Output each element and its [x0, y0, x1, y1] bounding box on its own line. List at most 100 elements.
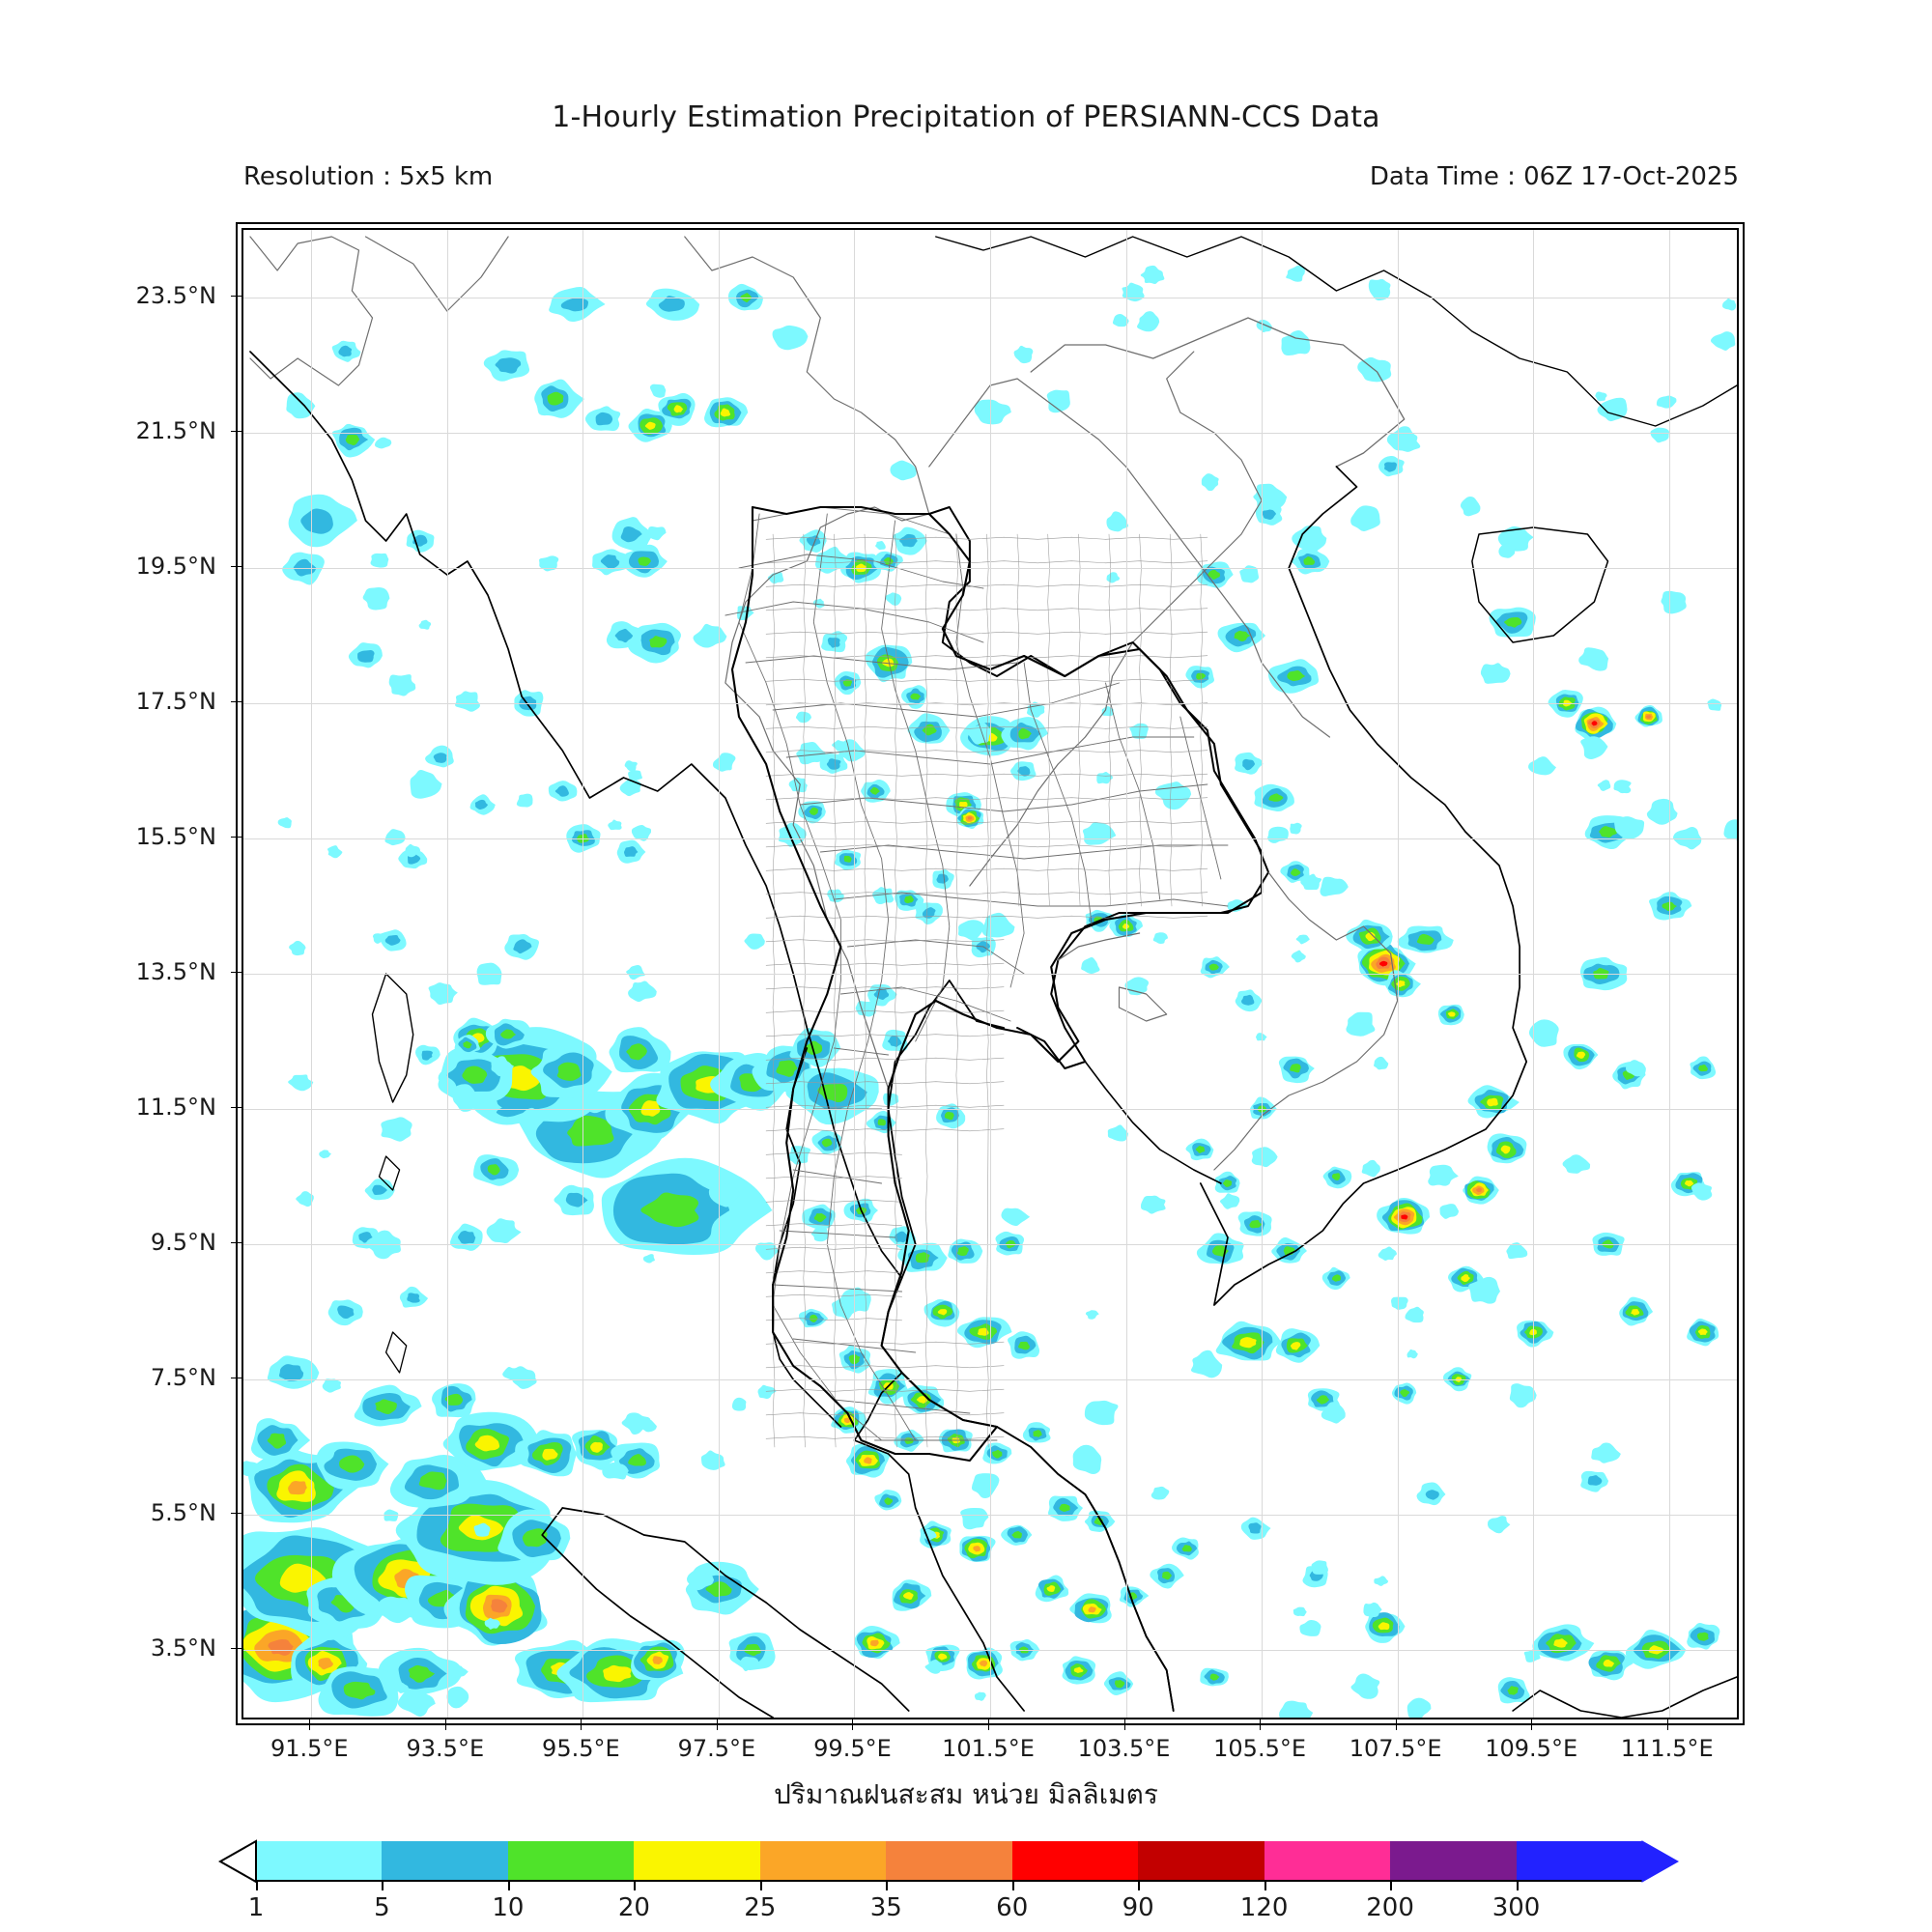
precip-contour-10 — [444, 1393, 464, 1406]
colorbar-tick — [634, 1880, 637, 1890]
myanmar-coastline — [249, 351, 903, 1279]
x-tick-label: 93.5°E — [406, 1735, 485, 1762]
precip-contour-5 — [614, 628, 634, 643]
precip-contour-10 — [809, 807, 819, 815]
gridline-horizontal — [243, 1244, 1737, 1245]
precip-speck — [1405, 1306, 1424, 1323]
colorbar-tick-label: 60 — [996, 1893, 1029, 1922]
district-border — [765, 1128, 1005, 1132]
y-tick-mark — [231, 1513, 242, 1514]
precip-speck — [971, 1473, 1000, 1499]
x-tick-mark — [309, 1719, 311, 1730]
precip-contour-20 — [644, 421, 656, 430]
precip-contour-20 — [1073, 1666, 1084, 1673]
district-border — [765, 939, 1005, 943]
precip-speck — [628, 980, 657, 1003]
precip-speck — [1085, 1310, 1099, 1320]
precip-contour-10 — [1234, 630, 1251, 641]
precip-contour-10 — [567, 1115, 614, 1147]
precip-contour-25 — [864, 1457, 872, 1464]
district-border — [765, 583, 1208, 587]
precip-speck — [810, 1227, 829, 1242]
precip-speck — [1300, 873, 1322, 891]
precip-contour-20 — [1631, 1309, 1640, 1316]
precip-speck — [649, 384, 667, 398]
colorbar-tick-label: 10 — [492, 1893, 525, 1922]
y-tick-label: 7.5°N — [150, 1364, 216, 1391]
x-tick-mark — [988, 1719, 989, 1730]
precip-speck — [1096, 772, 1113, 784]
precip-contour-10 — [1059, 1503, 1070, 1512]
precip-contour-10 — [1208, 569, 1220, 580]
colorbar-tick — [759, 1880, 762, 1890]
province-border — [779, 1230, 896, 1238]
precip-speck — [446, 1686, 469, 1709]
precip-contour-10 — [628, 1454, 646, 1466]
map-plot-area[interactable] — [242, 228, 1739, 1719]
district-border — [765, 1057, 1005, 1061]
district-border — [765, 773, 1208, 777]
precip-contour-20 — [1290, 1342, 1301, 1350]
precip-speck — [1084, 1400, 1119, 1426]
x-tick-label: 105.5°E — [1213, 1735, 1307, 1762]
precip-contour-60 — [1378, 960, 1388, 967]
district-border — [765, 1009, 1005, 1013]
precip-speck — [516, 1107, 545, 1130]
district-border — [1016, 533, 1020, 907]
precip-speck — [1129, 723, 1149, 739]
province-border — [819, 844, 1229, 860]
x-tick-mark — [444, 1719, 446, 1730]
precip-contour-5 — [826, 758, 841, 770]
precip-speck — [1137, 311, 1160, 332]
precip-speck — [1201, 473, 1219, 492]
district-border — [765, 1176, 902, 1179]
colorbar-segment — [1138, 1841, 1265, 1880]
precip-speck — [1468, 1276, 1500, 1304]
precip-contour-10 — [418, 1471, 447, 1491]
colorbar-segment — [256, 1841, 384, 1880]
district-border — [765, 892, 1208, 895]
y-tick-mark — [231, 1648, 242, 1649]
precip-contour-20 — [1697, 1328, 1708, 1335]
precip-contour-25 — [870, 1639, 879, 1647]
precip-speck — [712, 753, 736, 772]
colorbar[interactable] — [256, 1841, 1643, 1880]
province-border — [1023, 662, 1093, 927]
precip-speck — [693, 623, 727, 648]
precip-contour-10 — [345, 435, 360, 446]
nicobar-island — [378, 1155, 401, 1191]
precip-contour-20 — [1046, 1585, 1056, 1592]
precip-speck — [1106, 572, 1121, 583]
district-border — [765, 1034, 1005, 1037]
precip-speck — [1251, 1147, 1278, 1168]
precip-speck — [502, 1367, 519, 1381]
precip-speck — [1646, 798, 1678, 825]
precip-contour-10 — [487, 1164, 500, 1176]
precip-contour-5 — [384, 935, 401, 946]
precip-speck — [1428, 1164, 1459, 1186]
precip-speck — [1286, 265, 1305, 282]
cambodia-coast — [1084, 1061, 1222, 1184]
precip-speck — [772, 325, 809, 351]
colorbar-over-arrow — [1641, 1840, 1680, 1883]
colorbar-tick-label: 20 — [617, 1893, 650, 1922]
precip-contour-5 — [827, 638, 840, 648]
district-border — [765, 1412, 1005, 1416]
district-border — [986, 533, 989, 1448]
precip-contour-10 — [776, 1060, 798, 1077]
precip-speck — [1281, 330, 1311, 356]
precip-contour-10 — [910, 693, 922, 700]
precip-contour-5 — [620, 526, 642, 543]
district-border — [1047, 533, 1050, 907]
district-border — [765, 1081, 1005, 1085]
precip-contour-5 — [278, 1364, 304, 1381]
precip-speck — [642, 1254, 655, 1264]
colorbar-segment — [1516, 1841, 1643, 1880]
precip-contour-10 — [1249, 1220, 1262, 1229]
precip-speck — [1350, 1673, 1380, 1699]
precip-contour-20 — [903, 1592, 914, 1600]
precip-contour-10 — [1208, 963, 1219, 971]
vietnam-china-border — [1030, 317, 1406, 468]
precip-speck — [1528, 1019, 1559, 1047]
precip-speck — [738, 1656, 759, 1672]
